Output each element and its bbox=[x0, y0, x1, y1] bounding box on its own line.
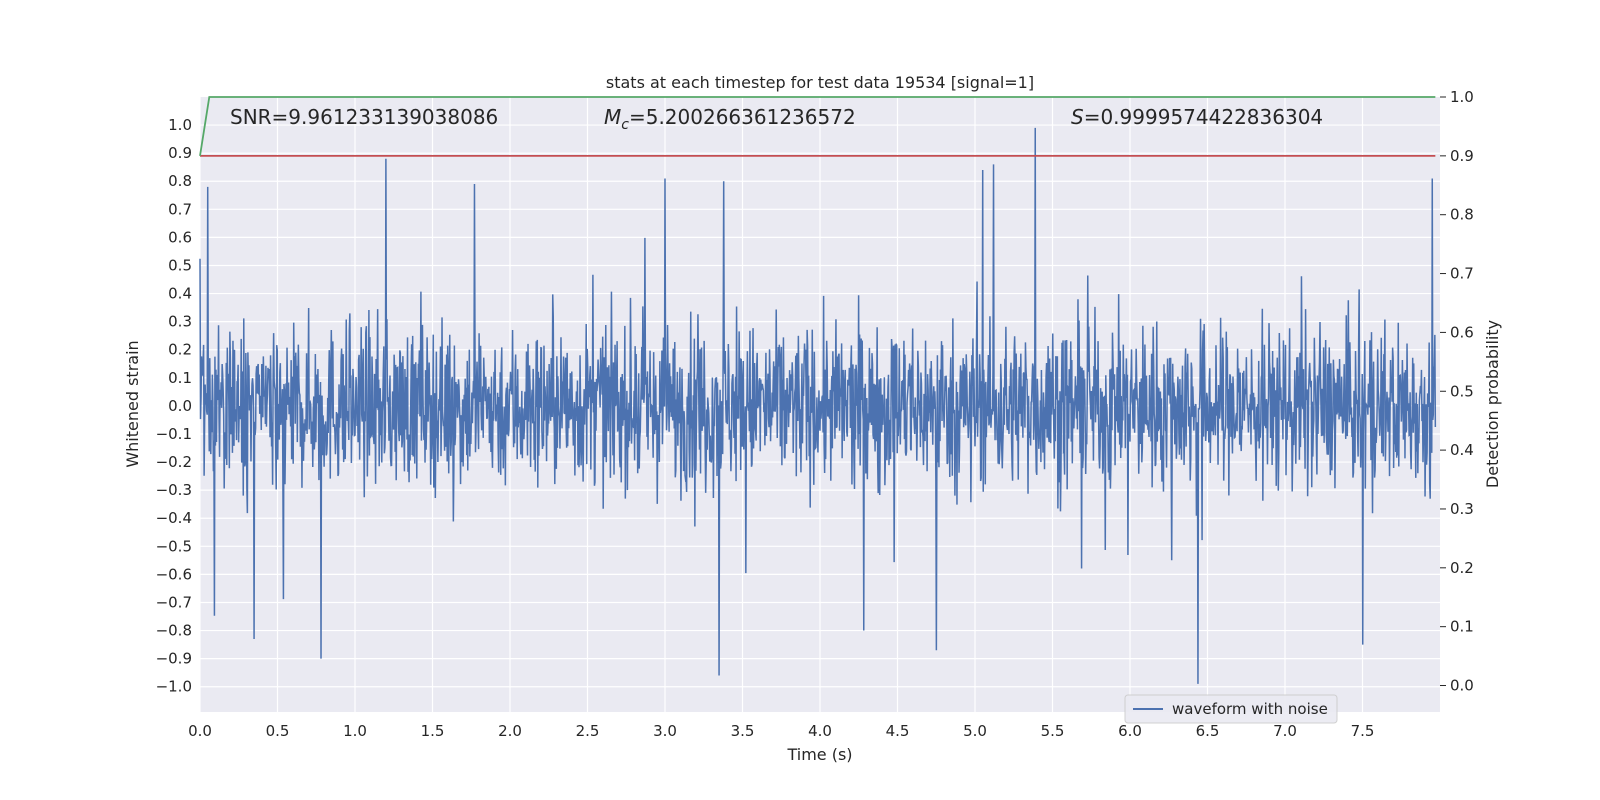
x-tick-label: 5.0 bbox=[963, 722, 987, 740]
detection-statistic-symbol: S bbox=[1071, 105, 1084, 129]
data-layer bbox=[199, 96, 1437, 684]
x-tick-label: 5.5 bbox=[1041, 722, 1065, 740]
x-tick-label: 4.0 bbox=[808, 722, 832, 740]
y-right-tick-label: 0.3 bbox=[1450, 500, 1474, 518]
detection-statistic-annotation: S=0.9999574422836304 bbox=[1071, 105, 1323, 129]
x-tick-label: 6.5 bbox=[1196, 722, 1220, 740]
y-left-tick-label: −0.2 bbox=[156, 453, 192, 471]
y-right-tick-label: 0.8 bbox=[1450, 206, 1474, 224]
y-left-tick-label: 1.0 bbox=[168, 116, 192, 134]
chirp-mass-annotation: Mc=5.200266361236572 bbox=[604, 105, 856, 133]
y-axis-label-right: Detection probability bbox=[1483, 320, 1502, 488]
waveform-series-line bbox=[199, 127, 1437, 684]
y-left-tick-label: 0.8 bbox=[168, 172, 192, 190]
y-left-tick-labels: 1.0 0.9 0.8 0.7 0.6 0.5 0.4 0.3 0.2 0.1 0.0 −0.1 −0.… bbox=[156, 116, 192, 696]
probability-series-line bbox=[199, 96, 1436, 156]
x-tick-label: 4.5 bbox=[886, 722, 910, 740]
x-tick-label: 6.0 bbox=[1118, 722, 1142, 740]
x-tick-label: 7.0 bbox=[1273, 722, 1297, 740]
x-tick-label: 3.5 bbox=[731, 722, 755, 740]
y-left-tick-label: −0.4 bbox=[156, 509, 192, 527]
y-right-tick-label: 1.0 bbox=[1450, 88, 1474, 106]
y-right-tick-label: 0.9 bbox=[1450, 147, 1474, 165]
chirp-mass-symbol: M bbox=[604, 105, 621, 129]
y-left-tick-label: 0.9 bbox=[168, 144, 192, 162]
snr-annotation: SNR=9.961233139038086 bbox=[230, 105, 498, 129]
y-left-tick-label: −0.7 bbox=[156, 593, 192, 611]
y-left-tick-label: −0.3 bbox=[156, 481, 192, 499]
y-left-tick-label: 0.4 bbox=[168, 285, 192, 303]
legend-box bbox=[1124, 694, 1338, 724]
y-left-tick-label: 0.7 bbox=[168, 200, 192, 218]
x-tick-label: 2.0 bbox=[498, 722, 522, 740]
y-left-tick-label: 0.5 bbox=[168, 256, 192, 274]
detection-statistic-value: =0.9999574422836304 bbox=[1084, 105, 1323, 129]
y-left-tick-label: 0.2 bbox=[168, 341, 192, 359]
y-left-tick-label: −0.8 bbox=[156, 622, 192, 640]
legend: waveform with noise bbox=[1124, 694, 1338, 724]
x-tick-label: 1.5 bbox=[421, 722, 445, 740]
y-right-tick-label: 0.0 bbox=[1450, 677, 1474, 695]
y-left-tick-label: 0.3 bbox=[168, 313, 192, 331]
y-axis-label-left: Whitened strain bbox=[123, 340, 142, 467]
chirp-mass-value: =5.200266361236572 bbox=[629, 105, 856, 129]
chart-title: stats at each timestep for test data 195… bbox=[606, 73, 1034, 92]
legend-waveform-label: waveform with noise bbox=[1172, 700, 1328, 718]
y-right-tick-label: 0.2 bbox=[1450, 559, 1474, 577]
y-left-tick-label: 0.6 bbox=[168, 228, 192, 246]
x-tick-label: 0.0 bbox=[188, 722, 212, 740]
x-tick-label: 1.0 bbox=[343, 722, 367, 740]
y-right-tick-label: 0.4 bbox=[1450, 441, 1474, 459]
x-tick-label: 3.0 bbox=[653, 722, 677, 740]
y-left-tick-label: 0.1 bbox=[168, 369, 192, 387]
x-tick-label: 2.5 bbox=[576, 722, 600, 740]
y-left-tick-label: −0.9 bbox=[156, 650, 192, 668]
y-left-tick-label: −0.1 bbox=[156, 425, 192, 443]
x-tick-label: 7.5 bbox=[1351, 722, 1375, 740]
x-tick-label: 0.5 bbox=[266, 722, 290, 740]
y-left-tick-label: −0.5 bbox=[156, 537, 192, 555]
y-right-tick-label: 0.7 bbox=[1450, 265, 1474, 283]
y-left-tick-label: −0.6 bbox=[156, 565, 192, 583]
y-right-tick-label: 0.5 bbox=[1450, 382, 1474, 400]
y-right-tick-label: 0.1 bbox=[1450, 618, 1474, 636]
y-right-tick-label: 0.6 bbox=[1450, 323, 1474, 341]
y-right-tick-labels: 1.0 0.9 0.8 0.7 0.6 0.5 0.4 0.3 0.2 0.1 0.0 bbox=[1440, 88, 1474, 695]
y-left-tick-label: 0.0 bbox=[168, 397, 192, 415]
y-left-tick-label: −1.0 bbox=[156, 678, 192, 696]
x-tick-labels: 0.0 0.5 1.0 1.5 2.0 2.5 3.0 3.5 4.0 4.5 5.0 5.5 6.0 6… bbox=[188, 722, 1374, 740]
chirp-mass-subscript: c bbox=[621, 117, 629, 133]
x-axis-label: Time (s) bbox=[786, 745, 852, 764]
